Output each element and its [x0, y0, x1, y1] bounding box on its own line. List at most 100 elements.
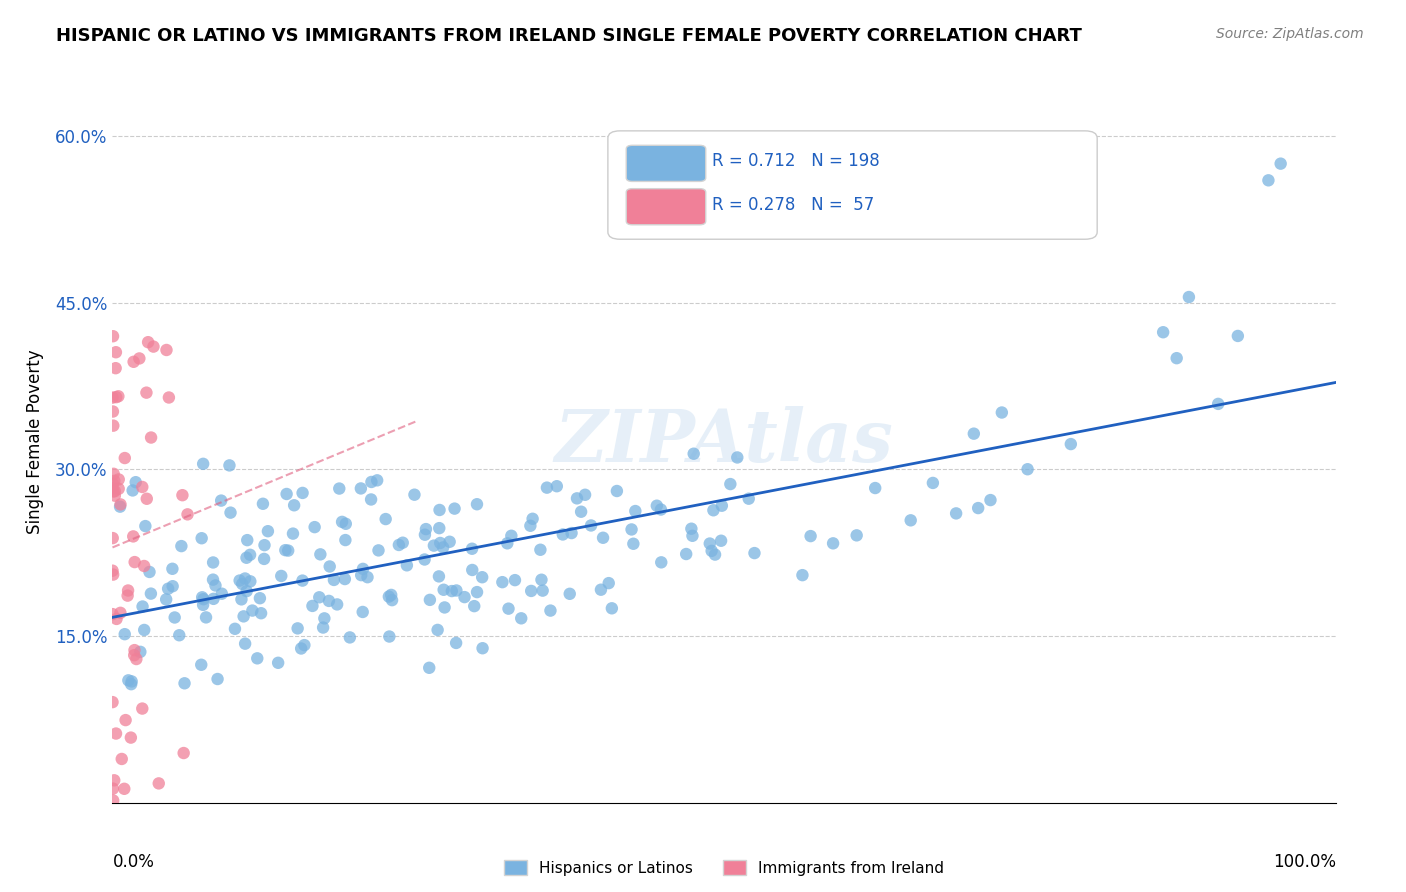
Point [172, 488, 194, 502]
Point [681, 522, 703, 536]
Point [427, 569, 450, 583]
Point [195, 610, 218, 624]
Point [427, 521, 450, 535]
Point [274, 543, 297, 558]
Point [170, 539, 193, 553]
Point [114, 627, 136, 641]
Point [461, 563, 484, 577]
Point [322, 573, 344, 587]
Point [157, 582, 180, 596]
Point [191, 457, 214, 471]
Point [117, 589, 139, 603]
Point [536, 481, 558, 495]
Point [319, 559, 342, 574]
Point [356, 570, 378, 584]
Point [620, 523, 643, 537]
Point [429, 503, 451, 517]
Text: Source: ZipAtlas.com: Source: ZipAtlas.com [1216, 27, 1364, 41]
Point [328, 482, 350, 496]
Point [423, 539, 446, 553]
Point [598, 576, 620, 591]
Point [650, 555, 672, 569]
Text: ZIPAtlas: ZIPAtlas [555, 406, 893, 477]
Point [863, 481, 886, 495]
Point [101, 329, 124, 343]
Point [413, 527, 436, 541]
Point [103, 773, 125, 788]
Point [546, 479, 568, 493]
Point [163, 610, 186, 624]
Point [290, 641, 312, 656]
Point [110, 606, 132, 620]
Point [350, 568, 373, 582]
Point [991, 405, 1014, 419]
Point [114, 713, 136, 727]
Point [519, 518, 541, 533]
Point [800, 529, 823, 543]
Point [465, 497, 488, 511]
Point [105, 612, 128, 626]
Point [444, 636, 467, 650]
Point [309, 547, 332, 561]
Point [1017, 462, 1039, 476]
Point [491, 575, 513, 590]
Point [330, 515, 353, 529]
Point [162, 562, 184, 576]
Point [120, 677, 142, 691]
Point [440, 584, 463, 599]
FancyBboxPatch shape [607, 131, 1097, 239]
Point [139, 586, 162, 600]
Point [439, 534, 461, 549]
Point [681, 529, 703, 543]
Point [239, 548, 262, 562]
Point [1206, 397, 1229, 411]
Point [101, 564, 124, 578]
Point [352, 562, 374, 576]
Point [339, 631, 361, 645]
Point [682, 447, 704, 461]
Point [193, 592, 215, 607]
Point [101, 793, 124, 807]
Point [352, 605, 374, 619]
Point [121, 674, 143, 689]
Point [391, 535, 413, 549]
Point [232, 609, 254, 624]
Point [540, 604, 562, 618]
Point [645, 499, 668, 513]
Point [704, 548, 727, 562]
Point [292, 638, 315, 652]
Point [120, 731, 142, 745]
Point [291, 486, 314, 500]
Point [496, 536, 519, 550]
Point [257, 524, 280, 539]
Point [190, 657, 212, 672]
Point [624, 504, 647, 518]
Point [103, 418, 125, 433]
Point [301, 599, 323, 613]
Point [979, 493, 1001, 508]
Point [270, 569, 292, 583]
Point [744, 546, 766, 560]
Text: HISPANIC OR LATINO VS IMMIGRANTS FROM IRELAND SINGLE FEMALE POVERTY CORRELATION : HISPANIC OR LATINO VS IMMIGRANTS FROM IR… [56, 27, 1083, 45]
Point [318, 594, 340, 608]
Point [157, 391, 180, 405]
Point [551, 527, 574, 541]
Point [105, 726, 128, 740]
Point [283, 498, 305, 512]
Legend: Hispanics or Latinos, Immigrants from Ireland: Hispanics or Latinos, Immigrants from Ir… [498, 854, 950, 882]
Point [565, 491, 588, 506]
Point [967, 501, 990, 516]
Point [190, 531, 212, 545]
Point [253, 552, 276, 566]
Point [136, 335, 159, 350]
Point [104, 484, 127, 499]
Point [101, 404, 124, 418]
Point [650, 502, 672, 516]
Point [128, 351, 150, 366]
Point [418, 661, 440, 675]
Point [252, 497, 274, 511]
Point [125, 652, 148, 666]
Point [592, 531, 614, 545]
Point [388, 538, 411, 552]
Point [155, 343, 177, 357]
